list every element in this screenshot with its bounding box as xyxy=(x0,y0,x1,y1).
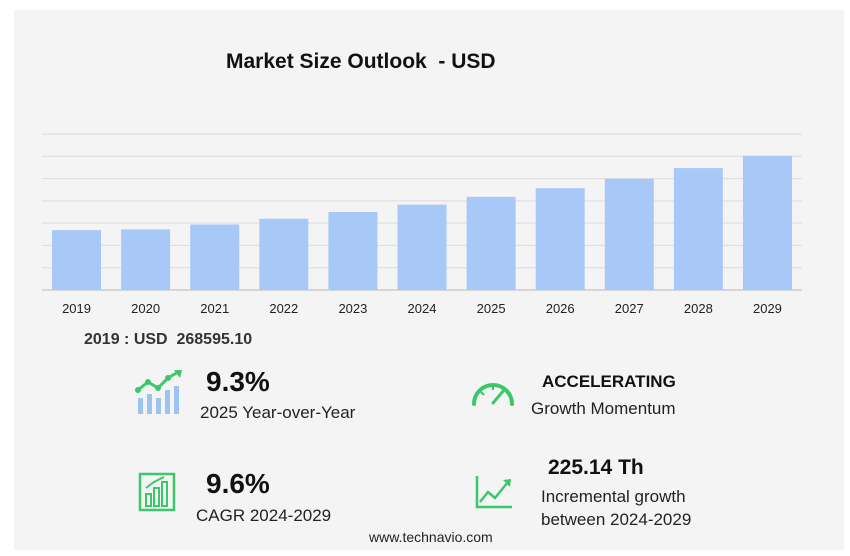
x-tick-label: 2025 xyxy=(477,301,506,316)
x-tick-label: 2024 xyxy=(408,301,437,316)
bar-2024 xyxy=(397,204,447,290)
bar-2027 xyxy=(604,178,654,290)
footer-url: www.technavio.com xyxy=(369,529,493,545)
momentum-label: Growth Momentum xyxy=(531,399,676,418)
x-tick-label: 2027 xyxy=(615,301,644,316)
line-growth-icon xyxy=(475,476,512,509)
bar-chart-icon xyxy=(138,472,176,512)
chart-title: Market Size Outlook - USD xyxy=(226,50,496,73)
base-year-value: 2019 : USD 268595.10 xyxy=(84,331,253,348)
cagr-value: 9.6% xyxy=(206,468,270,499)
bar-2021 xyxy=(190,224,240,290)
x-tick-label: 2022 xyxy=(269,301,298,316)
bar-2020 xyxy=(121,229,171,290)
bars xyxy=(52,155,792,290)
x-tick-label: 2023 xyxy=(338,301,367,316)
x-tick-label: 2021 xyxy=(200,301,229,316)
speedometer-icon xyxy=(472,383,514,406)
x-tick-label: 2020 xyxy=(131,301,160,316)
incremental-label-line2: between 2024-2029 xyxy=(541,510,692,529)
bar-2022 xyxy=(259,218,309,290)
x-tick-label: 2029 xyxy=(753,301,782,316)
bar-2028 xyxy=(673,168,723,290)
chart-trend-icon xyxy=(135,370,182,414)
bar-2023 xyxy=(328,212,378,290)
incremental-value: 225.14 Th xyxy=(548,456,644,479)
yoy-label: 2025 Year-over-Year xyxy=(200,403,356,422)
x-tick-label: 2028 xyxy=(684,301,713,316)
bar-2019 xyxy=(52,230,102,290)
cagr-label: CAGR 2024-2029 xyxy=(196,506,332,525)
incremental-label-line1: Incremental growth xyxy=(541,487,686,506)
bar-2029 xyxy=(742,155,792,290)
momentum-value: ACCELERATING xyxy=(542,372,676,391)
bar-2025 xyxy=(466,196,516,290)
yoy-value: 9.3% xyxy=(206,366,270,397)
x-tick-label: 2019 xyxy=(62,301,91,316)
bar-2026 xyxy=(535,188,585,290)
x-tick-labels: 2019 2020 2021 2022 2023 2024 2025 2026 2027 2028… xyxy=(62,301,782,316)
x-tick-label: 2026 xyxy=(546,301,575,316)
